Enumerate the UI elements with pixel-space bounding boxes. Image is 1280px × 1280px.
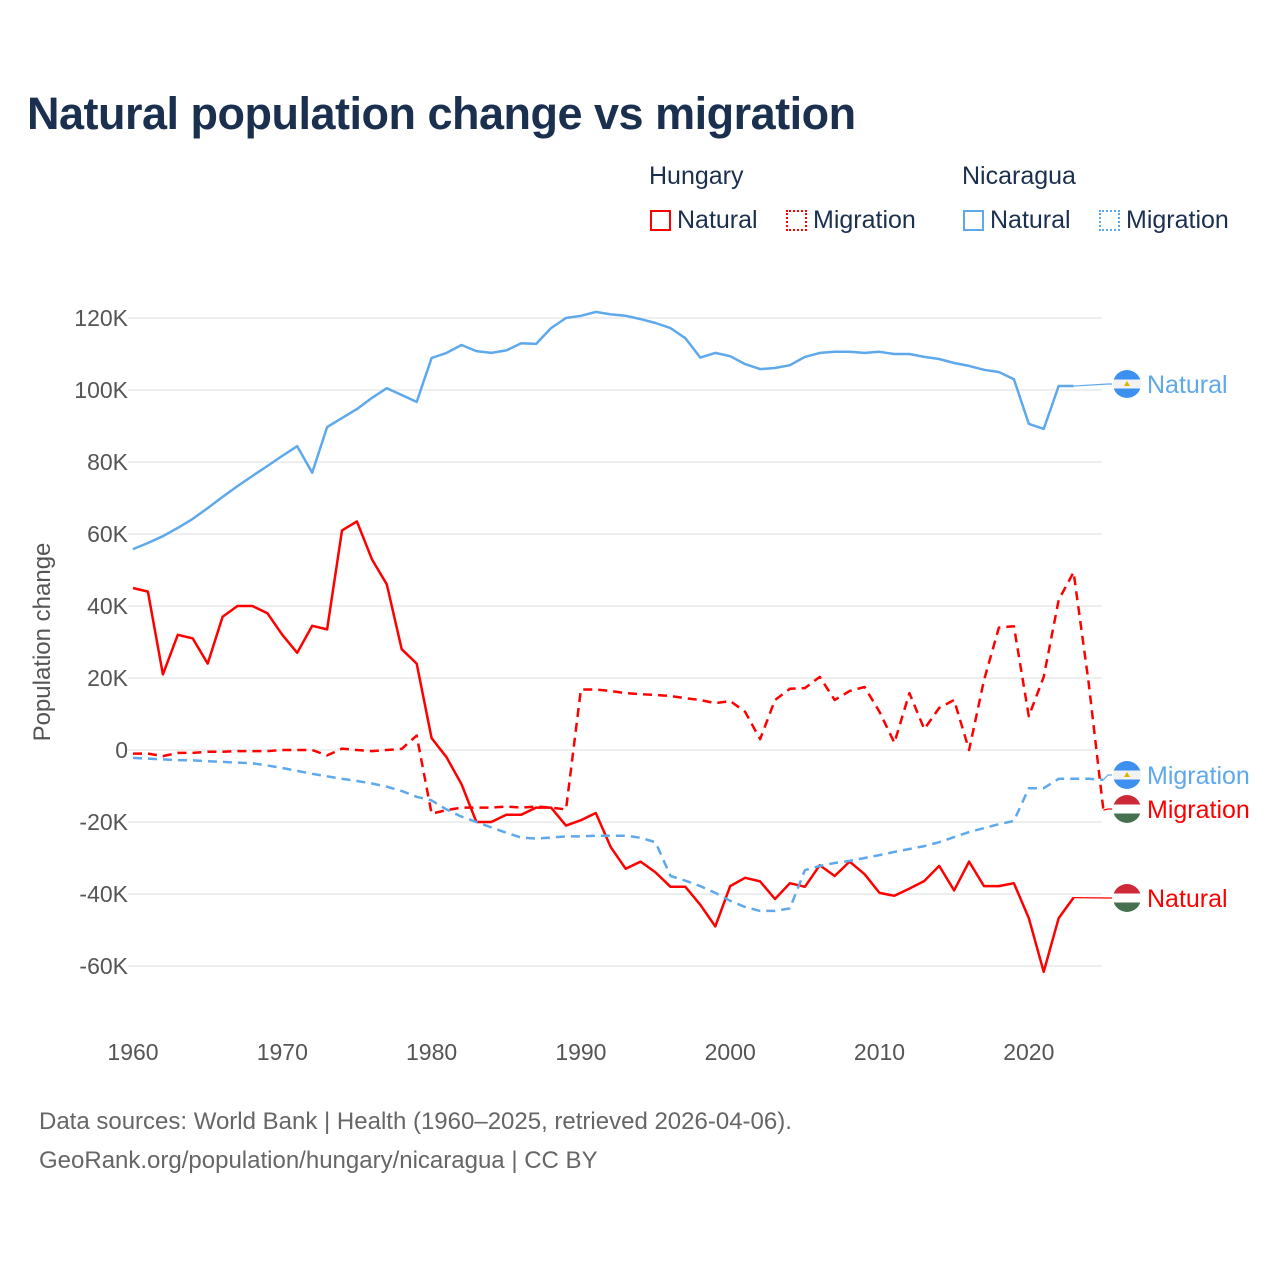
x-tick-label: 2020 [1003, 1039, 1054, 1065]
leader-line [1103, 774, 1112, 781]
legend-group-nicaragua: Nicaragua [962, 162, 1076, 190]
series-line-hungary-natural [132, 520, 1075, 974]
x-tick-label: 2000 [705, 1039, 756, 1065]
footer-link[interactable]: GeoRank.org/population/hungary/nicaragua… [39, 1147, 598, 1174]
series-line-nicaragua-migration [132, 756, 1104, 913]
hungary-flag-icon [1113, 795, 1141, 823]
legend-label: Natural [677, 206, 758, 234]
series-end-label: Natural [1147, 885, 1228, 913]
hungary-flag-icon [1113, 884, 1141, 912]
y-axis-label: Population change [29, 543, 56, 742]
legend-label: Migration [1126, 206, 1229, 234]
footer-sources: Data sources: World Bank | Health (1960–… [39, 1108, 792, 1135]
legend-hungary-migration[interactable]: Migration [786, 206, 916, 235]
x-tick-label: 2010 [854, 1039, 905, 1065]
legend-nicaragua-migration[interactable]: Migration [1099, 206, 1229, 235]
series-line-nicaragua-natural [132, 310, 1074, 551]
leader-line [1103, 808, 1112, 811]
x-tick-label: 1960 [107, 1039, 158, 1065]
y-tick-label: -60K [79, 953, 128, 979]
x-tick-label: 1970 [257, 1039, 308, 1065]
series-end-label: Natural [1147, 371, 1228, 399]
y-tick-label: 60K [87, 521, 129, 547]
legend-group-hungary: Hungary [649, 162, 744, 190]
x-tick-label: 1980 [406, 1039, 457, 1065]
solid-swatch-icon [963, 210, 984, 231]
y-tick-label: -40K [79, 881, 128, 907]
dotted-swatch-icon [786, 210, 807, 231]
y-tick-label: 120K [74, 305, 128, 331]
y-tick-label: 0 [115, 737, 128, 763]
y-tick-label: 100K [74, 377, 128, 403]
solid-swatch-icon [650, 210, 671, 231]
legend-hungary-natural[interactable]: Natural [650, 206, 758, 235]
y-tick-label: 40K [87, 593, 129, 619]
y-tick-label: 80K [87, 449, 129, 475]
y-tick-label: -20K [79, 809, 128, 835]
legend-label: Migration [813, 206, 916, 234]
nicaragua-flag-icon [1113, 370, 1141, 398]
chart-title: Natural population change vs migration [27, 88, 856, 139]
series-end-label: Migration [1147, 762, 1250, 790]
x-tick-label: 1990 [555, 1039, 606, 1065]
legend-label: Natural [990, 206, 1071, 234]
legend-nicaragua-natural[interactable]: Natural [963, 206, 1071, 235]
dotted-swatch-icon [1099, 210, 1120, 231]
series-end-label: Migration [1147, 796, 1250, 824]
y-tick-label: 20K [87, 665, 129, 691]
leader-line [1073, 383, 1112, 387]
nicaragua-flag-icon [1113, 761, 1141, 789]
series-line-hungary-migration [133, 570, 1105, 815]
